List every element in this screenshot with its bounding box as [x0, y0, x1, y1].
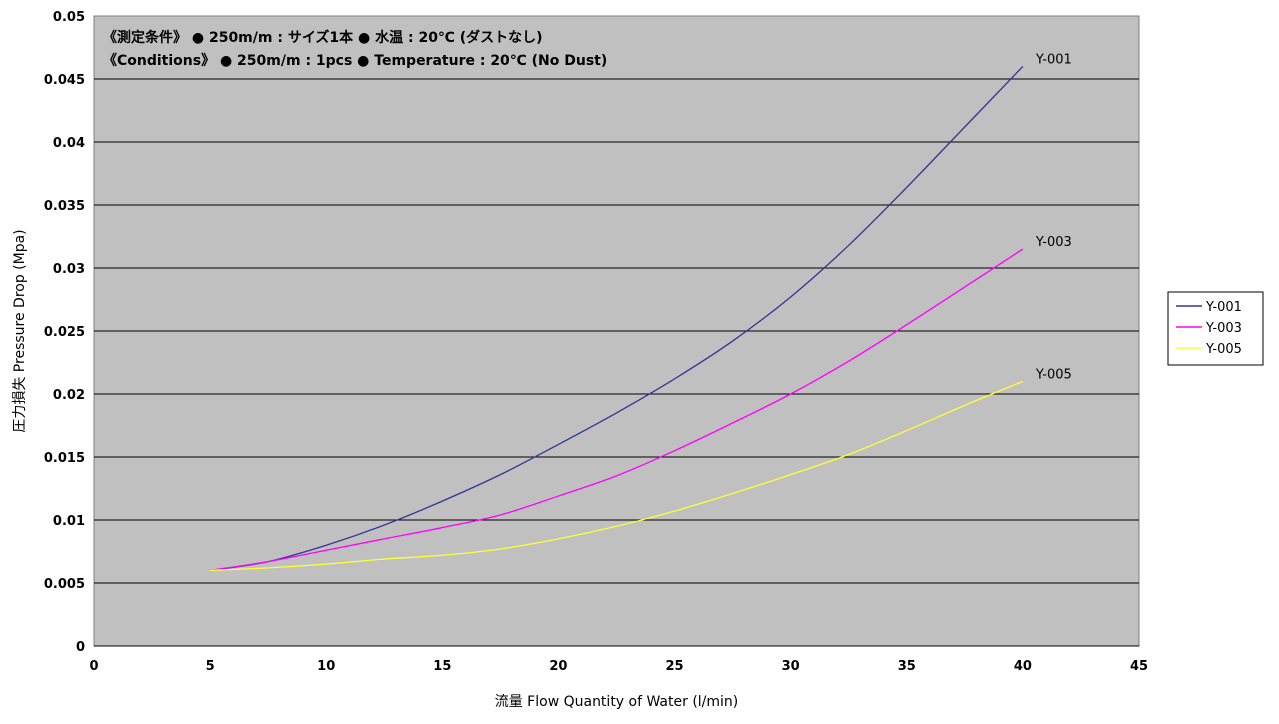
series-line-y-003: [210, 248, 1024, 572]
y-axis-label: 圧力損失 Pressure Drop (Mpa): [12, 229, 28, 432]
y-tick-label-7: 0.035: [44, 199, 85, 214]
x-axis-ticks: 0 5 10 15 20 25 30 35 40 45: [89, 659, 1148, 674]
conditions-note-english: 《Conditions》 ● 250m/m : 1pcs ● Temperatu…: [103, 53, 607, 69]
x-axis-label: 流量 Flow Quantity of Water (l/min): [495, 694, 739, 710]
series-end-labels: Y-001 Y-003 Y-005: [1035, 52, 1072, 382]
legend-label-y-001: Y-001: [1205, 300, 1242, 315]
y-tick-label-10: 0.05: [53, 10, 85, 25]
series-label-y-003: Y-003: [1035, 235, 1072, 250]
y-tick-label-5: 0.025: [44, 325, 85, 340]
series-lines: [210, 65, 1024, 572]
series-line-y-005: [210, 380, 1024, 572]
y-tick-label-2: 0.01: [53, 514, 85, 529]
x-tick-label-5: 25: [666, 659, 684, 674]
x-tick-label-6: 30: [782, 659, 800, 674]
y-tick-label-1: 0.005: [44, 577, 85, 592]
conditions-note-japanese: 《測定条件》 ● 250m/m : サイズ1本 ● 水温 : 20℃ (ダストな…: [103, 29, 543, 46]
legend-label-y-005: Y-005: [1205, 342, 1242, 357]
x-tick-label-2: 10: [317, 659, 335, 674]
x-tick-label-9: 45: [1130, 659, 1148, 674]
y-axis-ticks: 0 0.005 0.01 0.015 0.02 0.025 0.03 0.035 0.04 0.0…: [44, 10, 85, 655]
x-tick-label-3: 15: [433, 659, 451, 674]
x-tick-label-8: 40: [1014, 659, 1032, 674]
grid-lines: [94, 78, 1139, 647]
x-tick-label-4: 20: [549, 659, 567, 674]
y-tick-label-8: 0.04: [53, 136, 85, 151]
y-tick-label-6: 0.03: [53, 262, 85, 277]
x-tick-label-0: 0: [89, 659, 98, 674]
legend: Y-001 Y-003 Y-005: [1167, 291, 1264, 366]
y-tick-label-3: 0.015: [44, 451, 85, 466]
legend-box: [1167, 291, 1264, 366]
series-label-y-005: Y-005: [1035, 367, 1072, 382]
series-label-y-001: Y-001: [1035, 52, 1072, 67]
legend-label-y-003: Y-003: [1205, 321, 1242, 336]
series-line-y-001: [210, 65, 1024, 572]
y-tick-label-4: 0.02: [53, 388, 85, 403]
x-tick-label-7: 35: [898, 659, 916, 674]
x-tick-label-1: 5: [206, 659, 215, 674]
y-tick-label-9: 0.045: [44, 73, 85, 88]
y-tick-label-0: 0: [76, 640, 85, 655]
